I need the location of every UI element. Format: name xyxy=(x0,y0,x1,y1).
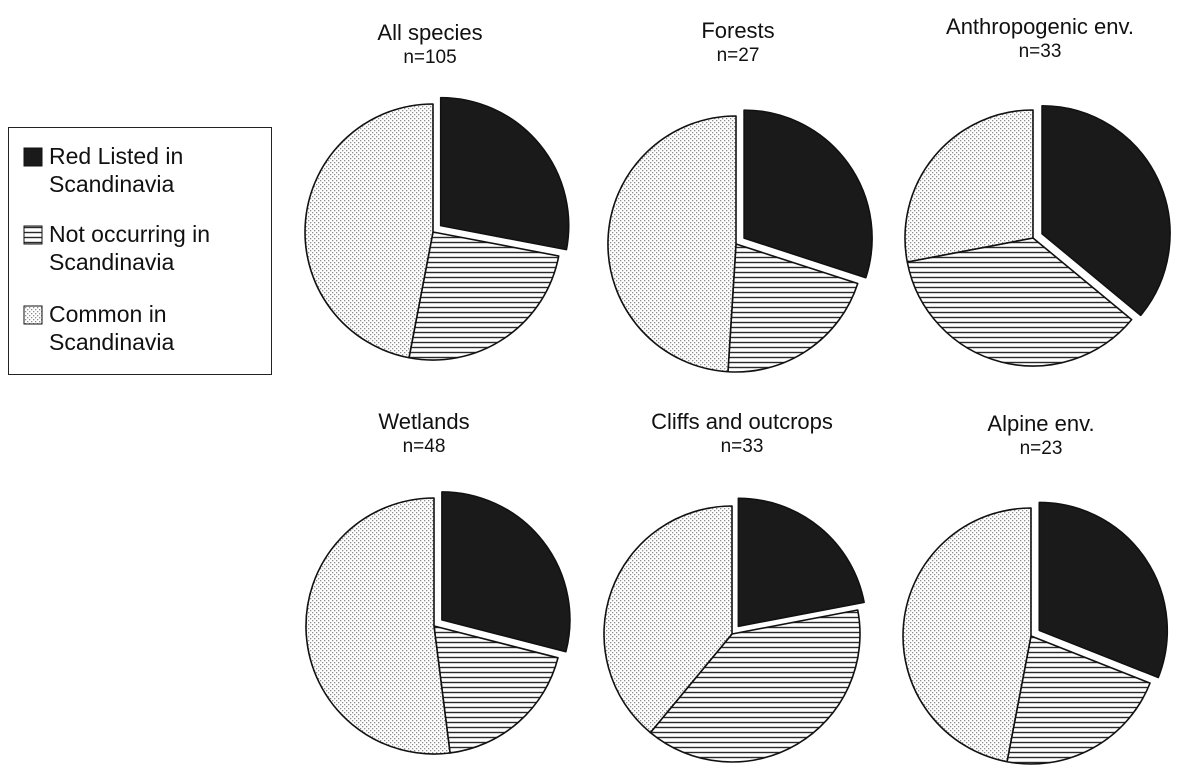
legend-line: Red Listed in xyxy=(49,143,184,169)
pie-slice-common xyxy=(603,505,733,734)
pie-slice-red xyxy=(1041,104,1171,317)
legend-item-common: Common in Scandinavia xyxy=(23,300,174,356)
pie-slice-common xyxy=(305,497,451,755)
legend-item-red-listed: Red Listed in Scandinavia xyxy=(23,142,183,198)
pie-slice-common xyxy=(904,109,1034,263)
pie-title-text: Cliffs and outcrops xyxy=(651,409,833,434)
pie-sample-size: n=27 xyxy=(716,45,760,66)
pie-slice-red xyxy=(439,96,570,251)
pie-title-all-species: All species n=105 xyxy=(280,20,580,70)
pie-title-forests: Forests n=27 xyxy=(588,18,888,68)
pie-slice-not xyxy=(433,625,559,754)
legend-item-not-occurring: Not occurring in Scandinavia xyxy=(23,220,210,276)
pie-slice-red xyxy=(441,491,571,653)
pie-slice-not xyxy=(408,231,560,361)
pie-sample-size: n=23 xyxy=(1019,438,1063,459)
pie-slice-common xyxy=(902,507,1032,763)
pie-slice-common xyxy=(304,103,434,359)
legend-label-not-occurring: Not occurring in Scandinavia xyxy=(49,220,210,276)
pie-all-species xyxy=(304,96,570,361)
pie-title-text: Alpine env. xyxy=(987,411,1095,436)
pie-sample-size: n=105 xyxy=(403,47,457,68)
pie-sample-size: n=33 xyxy=(1018,41,1062,62)
pie-title-text: Anthropogenic env. xyxy=(946,14,1134,39)
pie-title-text: Wetlands xyxy=(378,409,470,434)
legend-line: Scandinavia xyxy=(49,249,175,275)
legend-label-red-listed: Red Listed in Scandinavia xyxy=(49,142,183,198)
legend: Red Listed in Scandinavia Not occurring … xyxy=(8,127,272,375)
legend-line: Scandinavia xyxy=(49,329,175,355)
legend-swatch-dotted xyxy=(23,305,43,325)
pie-sample-size: n=48 xyxy=(402,436,446,457)
pie-slice-not xyxy=(906,237,1133,367)
pie-title-cliffs-and-outcrops: Cliffs and outcrops n=33 xyxy=(592,409,892,459)
legend-line: Common in xyxy=(49,301,167,327)
legend-line: Not occurring in xyxy=(49,221,211,247)
legend-label-common: Common in Scandinavia xyxy=(49,300,174,356)
legend-swatch-hatched xyxy=(23,225,43,245)
pie-slice-red xyxy=(737,497,865,628)
pie-slice-red xyxy=(743,109,873,279)
pie-slice-red xyxy=(1038,501,1169,679)
pie-anthropogenic-env xyxy=(904,104,1171,367)
pie-title-text: Forests xyxy=(701,18,775,43)
pie-slice-common xyxy=(607,115,737,373)
pie-forests xyxy=(607,109,873,373)
pie-slice-not xyxy=(649,609,861,763)
pie-alpine-env xyxy=(902,501,1169,765)
pie-sample-size: n=33 xyxy=(720,436,764,457)
pie-slice-not xyxy=(1006,635,1151,765)
pie-slice-not xyxy=(727,243,859,373)
pie-title-alpine-env: Alpine env. n=23 xyxy=(891,411,1181,461)
pie-cliffs-and-outcrops xyxy=(603,497,865,763)
pie-title-wetlands: Wetlands n=48 xyxy=(274,409,574,459)
pie-wetlands xyxy=(305,491,571,755)
legend-line: Scandinavia xyxy=(49,171,175,197)
pie-title-anthropogenic-env: Anthropogenic env. n=33 xyxy=(890,14,1181,64)
pie-title-text: All species xyxy=(377,20,483,45)
legend-swatch-solid xyxy=(23,147,43,167)
